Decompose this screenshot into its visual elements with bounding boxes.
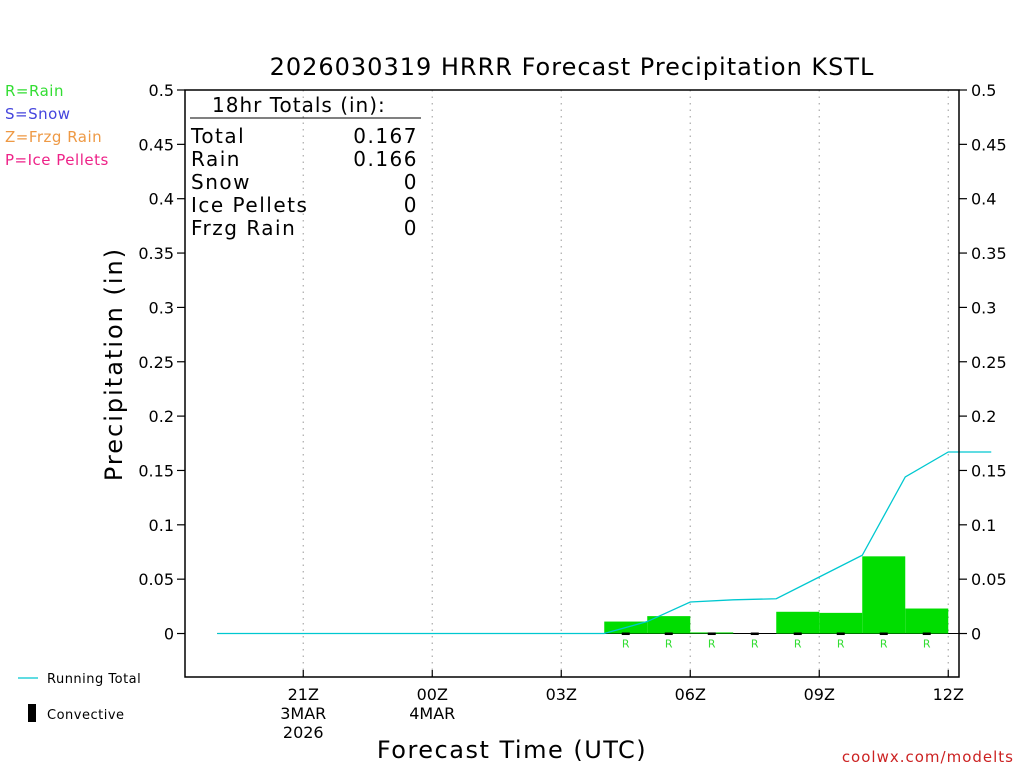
running-total-line bbox=[217, 451, 992, 635]
precip-bar bbox=[862, 556, 906, 634]
precip-bar bbox=[819, 612, 863, 634]
totals-row-label: Rain bbox=[191, 147, 241, 171]
ptype-legend-item: R=Rain bbox=[5, 82, 64, 100]
series-legend: Running Total Convective bbox=[18, 672, 141, 723]
x-tick-label: 12Z bbox=[933, 685, 964, 704]
ptype-legend: R=Rain S=Snow Z=Frzg Rain P=Ice Pellets bbox=[5, 82, 109, 169]
x-tick-sublabel: 4MAR bbox=[409, 704, 455, 723]
convective-bar bbox=[879, 632, 888, 636]
y-tick-label-left: 0.05 bbox=[138, 570, 174, 589]
ptype-mark: R bbox=[622, 638, 630, 651]
ptype-mark: R bbox=[794, 638, 802, 651]
y-tick-label-right: 0.5 bbox=[971, 81, 996, 100]
totals-row-label: Frzg Rain bbox=[191, 216, 296, 240]
y-tick-label-right: 0.2 bbox=[971, 407, 996, 426]
convective-bar bbox=[621, 632, 630, 636]
y-tick-label-right: 0.3 bbox=[971, 298, 996, 317]
totals-rows: Total 0.167 Rain 0.166 Snow 0 Ice Pellets 0 Frzg… bbox=[190, 124, 418, 240]
y-tick-label-left: 0 bbox=[164, 625, 174, 644]
totals-row-label: Ice Pellets bbox=[191, 193, 308, 217]
totals-row-value: 0.166 bbox=[353, 147, 418, 171]
ptype-legend-item: Z=Frzg Rain bbox=[5, 128, 102, 146]
convective-bar bbox=[836, 632, 845, 636]
ptype-legend-item: S=Snow bbox=[5, 105, 71, 123]
totals-row-label: Snow bbox=[191, 170, 251, 194]
x-tick-sublabel: 3MAR bbox=[280, 704, 326, 723]
y-tick-label-right: 0.25 bbox=[971, 353, 1007, 372]
convective-legend-label: Convective bbox=[47, 708, 125, 723]
y-tick-label-left: 0.35 bbox=[138, 244, 174, 263]
totals-row-value: 0.167 bbox=[353, 124, 418, 148]
chart-title: 2026030319 HRRR Forecast Precipitation K… bbox=[270, 53, 875, 81]
plot-frame bbox=[184, 89, 960, 678]
y-tick-label-left: 0.4 bbox=[149, 190, 174, 209]
totals-row-value: 0 bbox=[404, 216, 418, 240]
convective-bar bbox=[664, 632, 673, 636]
y-tick-label-left: 0.15 bbox=[138, 461, 174, 480]
x-tick-label: 03Z bbox=[546, 685, 577, 704]
y-tick-label-right: 0.4 bbox=[971, 190, 996, 209]
ptype-mark: R bbox=[880, 638, 888, 651]
y-tick-label-right: 0 bbox=[971, 625, 981, 644]
y-tick-label-left: 0.3 bbox=[149, 298, 174, 317]
totals-row-value: 0 bbox=[404, 193, 418, 217]
y-axis-label: Precipitation (in) bbox=[100, 247, 128, 481]
running-total-legend-label: Running Total bbox=[47, 672, 141, 687]
y-axis-ticks: 0 00.05 0.050.1 0.10.15 0.150.2 0.20.25 0.250.… bbox=[138, 81, 1006, 644]
y-tick-label-left: 0.2 bbox=[149, 407, 174, 426]
x-tick-label: 00Z bbox=[417, 685, 448, 704]
totals-row-value: 0 bbox=[404, 170, 418, 194]
x-tick-label: 09Z bbox=[804, 685, 835, 704]
y-tick-label-right: 0.05 bbox=[971, 570, 1007, 589]
totals-box: 18hr Totals (in): Total 0.167 Rain 0.166 Sno… bbox=[190, 93, 421, 240]
credit-text: coolwx.com/modelts bbox=[842, 748, 1014, 766]
precip-bar bbox=[776, 611, 820, 634]
y-tick-label-left: 0.1 bbox=[149, 516, 174, 535]
ptype-mark: R bbox=[751, 638, 759, 651]
y-tick-label-right: 0.1 bbox=[971, 516, 996, 535]
ptype-mark: R bbox=[665, 638, 673, 651]
ptype-mark: R bbox=[923, 638, 931, 651]
convective-bars bbox=[621, 632, 931, 636]
ptype-mark: R bbox=[708, 638, 716, 651]
y-tick-label-left: 0.5 bbox=[149, 81, 174, 100]
y-tick-label-right: 0.15 bbox=[971, 461, 1007, 480]
y-tick-label-left: 0.25 bbox=[138, 353, 174, 372]
totals-heading: 18hr Totals (in): bbox=[212, 93, 386, 117]
x-tick-label: 06Z bbox=[675, 685, 706, 704]
precip-bar bbox=[647, 616, 691, 634]
ptype-legend-item: P=Ice Pellets bbox=[5, 151, 109, 169]
totals-row-label: Total bbox=[190, 124, 245, 148]
precip-bar bbox=[905, 608, 949, 634]
convective-legend-swatch bbox=[28, 704, 36, 722]
convective-bar bbox=[750, 632, 759, 636]
running-total bbox=[217, 451, 992, 635]
x-tick-sublabel: 2026 bbox=[283, 723, 324, 742]
x-axis-label: Forecast Time (UTC) bbox=[377, 736, 647, 764]
convective-bar bbox=[922, 632, 931, 636]
y-tick-label-right: 0.35 bbox=[971, 244, 1007, 263]
convective-bar bbox=[707, 632, 716, 636]
convective-bar bbox=[793, 632, 802, 636]
y-tick-label-left: 0.45 bbox=[138, 135, 174, 154]
y-tick-label-right: 0.45 bbox=[971, 135, 1007, 154]
x-tick-label: 21Z bbox=[288, 685, 319, 704]
ptype-mark: R bbox=[837, 638, 845, 651]
